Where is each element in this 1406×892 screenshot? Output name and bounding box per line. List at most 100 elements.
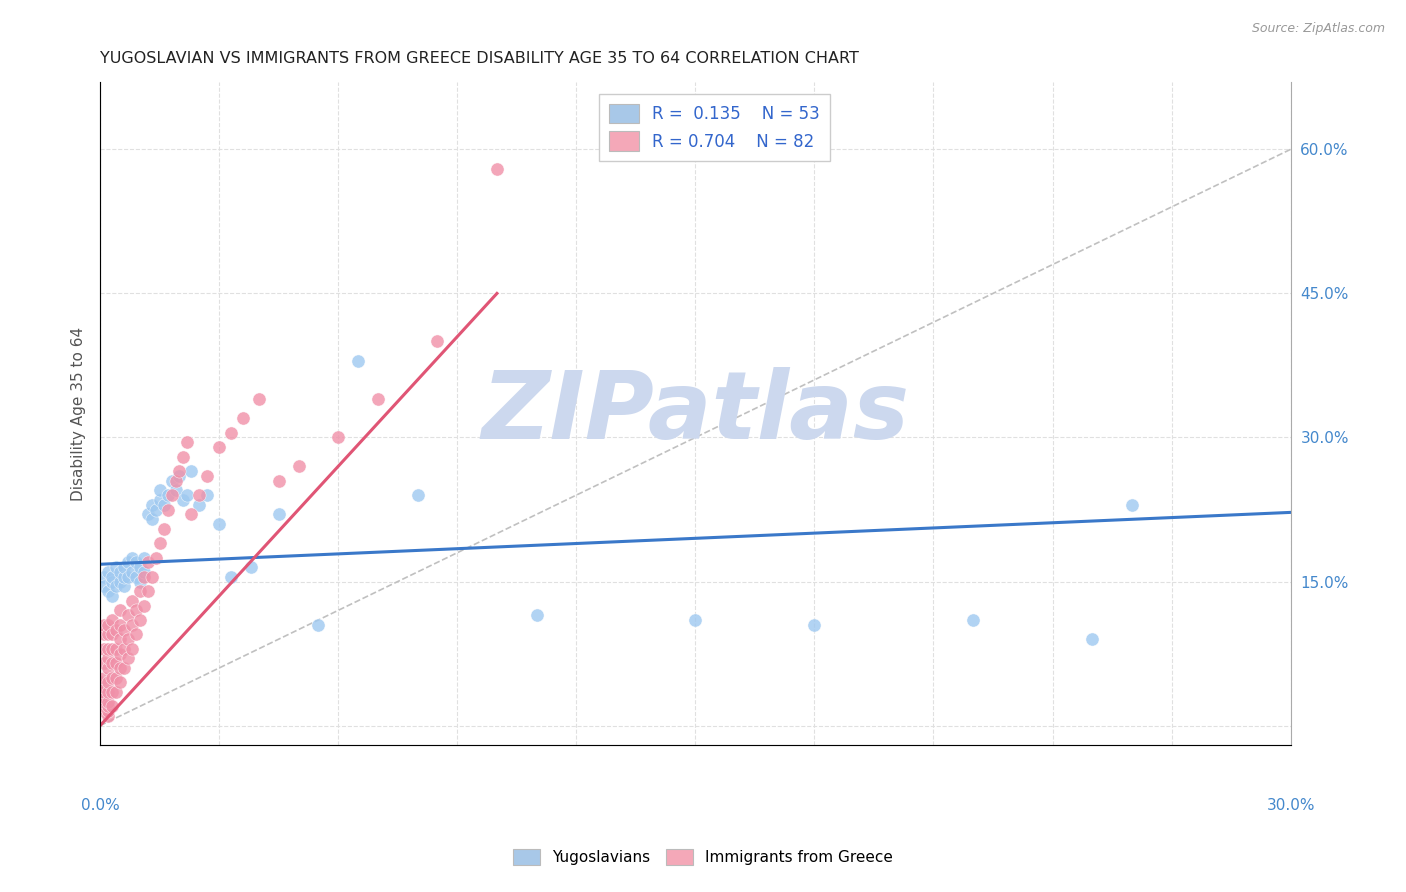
Point [105, 560, 128, 574]
Point [93, 680, 115, 694]
Point [97, 661, 120, 675]
Point [169, 469, 191, 483]
Point [125, 555, 148, 569]
Point [172, 450, 194, 464]
Point [97, 709, 120, 723]
Point [101, 627, 124, 641]
Point [149, 483, 172, 498]
Point [149, 492, 172, 507]
Point [156, 502, 179, 516]
Point [195, 469, 218, 483]
Point [160, 474, 183, 488]
Point [287, 459, 309, 474]
Point [112, 641, 135, 656]
Point [112, 560, 135, 574]
Point [97, 565, 120, 579]
Point [219, 570, 242, 584]
Point [169, 464, 191, 478]
Point [132, 599, 155, 613]
Point [112, 623, 135, 637]
Point [101, 671, 124, 685]
Point [112, 570, 135, 584]
Point [132, 565, 155, 579]
Point [101, 699, 124, 714]
Point [117, 651, 139, 665]
Point [128, 584, 150, 599]
Text: 0.0%: 0.0% [80, 797, 120, 813]
Point [128, 560, 150, 574]
Point [208, 440, 231, 454]
Point [180, 508, 202, 522]
Point [152, 522, 174, 536]
Point [803, 617, 825, 632]
Point [239, 560, 262, 574]
Point [180, 464, 202, 478]
Point [172, 492, 194, 507]
Point [117, 632, 139, 647]
Point [108, 565, 131, 579]
Point [136, 555, 159, 569]
Point [232, 411, 254, 425]
Point [97, 695, 120, 709]
Legend: R =  0.135    N = 53, R = 0.704    N = 82: R = 0.135 N = 53, R = 0.704 N = 82 [599, 94, 830, 161]
Point [121, 550, 143, 565]
Point [121, 565, 143, 579]
Point [108, 632, 131, 647]
Point [132, 570, 155, 584]
Point [108, 661, 131, 675]
Point [219, 425, 242, 440]
Point [195, 488, 218, 502]
Point [121, 617, 143, 632]
Point [267, 474, 290, 488]
Point [97, 704, 120, 718]
Point [128, 574, 150, 589]
Point [97, 627, 120, 641]
Point [93, 641, 115, 656]
Point [485, 161, 508, 176]
Point [165, 483, 187, 498]
Text: Source: ZipAtlas.com: Source: ZipAtlas.com [1251, 22, 1385, 36]
Point [93, 671, 115, 685]
Point [97, 675, 120, 690]
Point [132, 550, 155, 565]
Legend: Yugoslavians, Immigrants from Greece: Yugoslavians, Immigrants from Greece [506, 843, 900, 871]
Point [526, 608, 548, 623]
Point [307, 617, 329, 632]
Point [685, 613, 707, 627]
Point [105, 656, 128, 670]
Point [141, 498, 163, 512]
Point [152, 498, 174, 512]
Text: YUGOSLAVIAN VS IMMIGRANTS FROM GREECE DISABILITY AGE 35 TO 64 CORRELATION CHART: YUGOSLAVIAN VS IMMIGRANTS FROM GREECE DI… [100, 51, 859, 66]
Point [121, 641, 143, 656]
Point [141, 512, 163, 526]
Point [117, 570, 139, 584]
Point [125, 627, 148, 641]
Point [101, 589, 124, 603]
Point [93, 656, 115, 670]
Point [105, 641, 128, 656]
Point [367, 392, 389, 406]
Point [156, 488, 179, 502]
Point [426, 334, 449, 349]
Point [101, 570, 124, 584]
Point [136, 584, 159, 599]
Point [101, 574, 124, 589]
Point [117, 608, 139, 623]
Point [176, 435, 198, 450]
Point [97, 617, 120, 632]
Point [328, 430, 350, 444]
Point [93, 699, 115, 714]
Point [1121, 498, 1143, 512]
Point [89, 675, 111, 690]
Point [165, 474, 187, 488]
Text: 30.0%: 30.0% [1267, 797, 1315, 813]
Point [108, 675, 131, 690]
Text: ZIPatlas: ZIPatlas [481, 368, 910, 459]
Point [141, 570, 163, 584]
Point [145, 550, 167, 565]
Point [160, 488, 183, 502]
Point [93, 690, 115, 704]
Point [347, 353, 370, 368]
Point [406, 488, 429, 502]
Point [149, 536, 172, 550]
